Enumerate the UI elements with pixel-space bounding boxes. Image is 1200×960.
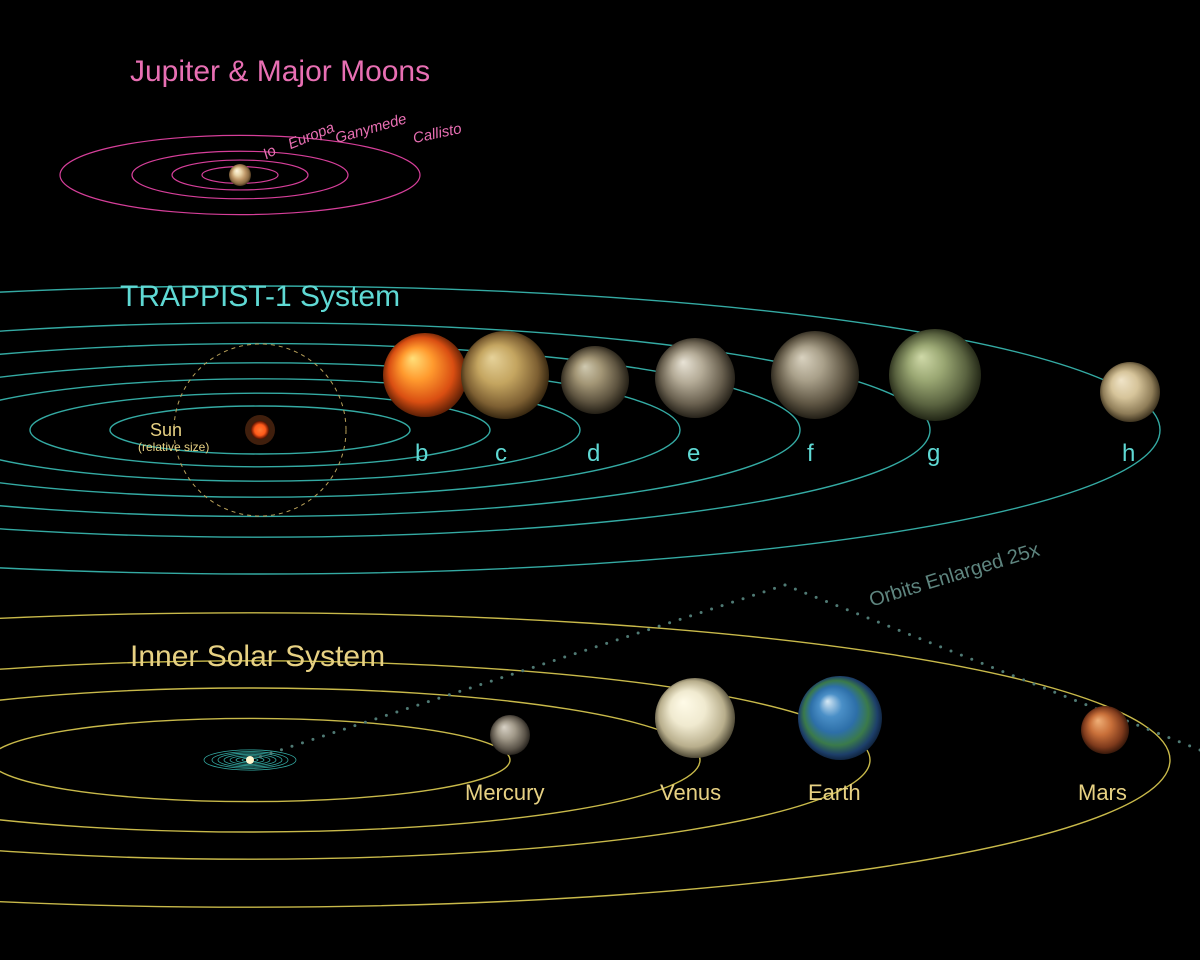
solar-planet-label-mercury: Mercury xyxy=(465,780,544,806)
solar-planet-label-venus: Venus xyxy=(660,780,721,806)
trappist-planet-label-h: h xyxy=(1122,440,1135,468)
bodies-layer xyxy=(0,0,1200,960)
trappist-planet-label-c: c xyxy=(495,440,507,468)
solar-title: Inner Solar System xyxy=(130,640,385,674)
orbits-enlarged-label: Orbits Enlarged 25x xyxy=(867,539,1043,613)
moon-label-europa: Europa xyxy=(286,119,337,153)
sun-relative-sublabel: (relative size) xyxy=(138,440,209,454)
solar-planet-label-mars: Mars xyxy=(1078,780,1127,806)
moon-label-io: Io xyxy=(260,142,279,163)
moon-label-callisto: Callisto xyxy=(411,120,463,147)
trappist-planet-label-f: f xyxy=(807,440,814,468)
jupiter-title: Jupiter & Major Moons xyxy=(130,55,430,89)
orbit-layer xyxy=(0,0,1200,960)
diagram-root: Jupiter & Major Moons TRAPPIST-1 System … xyxy=(0,0,1200,960)
sun-relative-label: Sun xyxy=(150,420,182,441)
solar-planet-label-earth: Earth xyxy=(808,780,861,806)
trappist-planet-label-b: b xyxy=(415,440,428,468)
trappist-planet-label-g: g xyxy=(927,440,940,468)
trappist-planet-label-e: e xyxy=(687,440,700,468)
trappist-title: TRAPPIST-1 System xyxy=(120,280,400,314)
trappist-planet-label-d: d xyxy=(587,440,600,468)
moon-label-ganymede: Ganymede xyxy=(333,110,408,147)
